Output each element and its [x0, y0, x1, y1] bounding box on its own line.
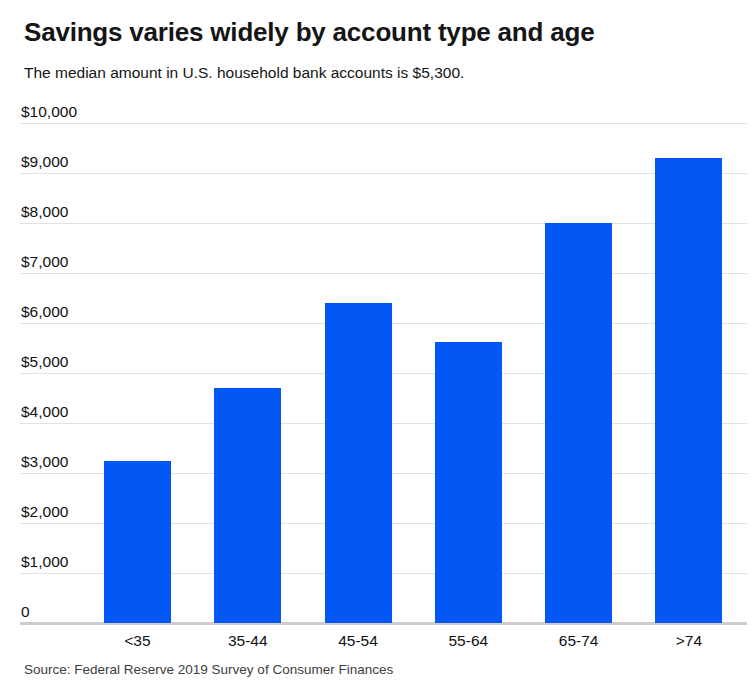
y-axis-tick-label: $7,000	[21, 253, 68, 271]
x-axis-tick-label: 65-74	[524, 632, 634, 650]
y-axis-tick-label: $5,000	[21, 353, 68, 371]
bar	[545, 223, 612, 623]
source-attribution: Source: Federal Reserve 2019 Survey of C…	[24, 662, 393, 677]
bar	[435, 342, 502, 623]
y-axis-tick-label: $9,000	[21, 153, 68, 171]
x-axis-tick-label: >74	[634, 632, 744, 650]
y-axis-tick-label: $10,000	[21, 103, 77, 121]
y-axis-tick-label: $8,000	[21, 203, 68, 221]
gridline	[20, 223, 747, 224]
bar	[104, 461, 171, 623]
bar	[214, 388, 281, 624]
chart-plot: $10,000 $9,000 $8,000 $7,000 $6,000 $5,000 $4,…	[0, 0, 754, 692]
x-axis-tick-label: 55-64	[413, 632, 523, 650]
y-axis-tick-label: $2,000	[21, 503, 68, 521]
gridline	[20, 123, 747, 124]
x-axis-tick-label: 45-54	[303, 632, 413, 650]
x-axis-tick-label: 35-44	[193, 632, 303, 650]
y-axis-tick-label: $1,000	[21, 553, 68, 571]
y-axis-tick-label: $6,000	[21, 303, 68, 321]
bar	[655, 158, 722, 623]
chart-card: Savings varies widely by account type an…	[0, 0, 754, 692]
y-axis-tick-label: 0	[21, 603, 30, 621]
x-axis-tick-label: <35	[82, 632, 192, 650]
y-axis-tick-label: $3,000	[21, 453, 68, 471]
gridline	[20, 173, 747, 174]
bar	[325, 303, 392, 623]
y-axis-tick-label: $4,000	[21, 403, 68, 421]
gridline	[20, 273, 747, 274]
